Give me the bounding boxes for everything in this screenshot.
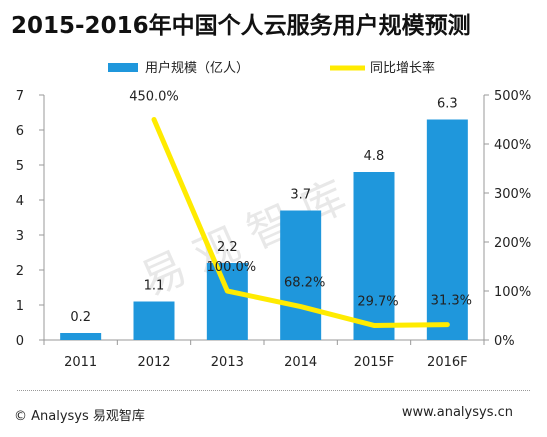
bar-series [60,119,468,340]
bar-value-label: 2.2 [217,240,238,255]
footer-website[interactable]: www.analysys.cn [401,405,513,420]
bar-value-label: 3.7 [290,188,311,203]
bar [426,119,468,340]
legend-swatch-bar [108,63,138,72]
data-labels: 0.2 1.1 2.2 3.7 4.8 6.3 450.0% 100.0% 68.2% 29.7%… [70,90,472,326]
bar [60,333,102,340]
bar-value-label: 0.2 [70,310,91,325]
y-tick-label-right: 200% [494,236,531,251]
line-value-label: 31.3% [431,294,472,309]
y-tick-label-left: 2 [16,264,24,279]
legend-label-line: 同比增长率 [370,60,435,76]
y-tick-label-left: 4 [16,194,24,209]
y-tick-label-right: 100% [494,285,531,300]
y-tick-label-right: 500% [494,89,531,104]
line-value-label: 100.0% [207,260,257,275]
y-tick-label-right: 0% [494,334,515,349]
x-tick-label: 2015F [354,355,395,370]
x-tick-label: 2013 [211,355,244,370]
chart-svg: 用户规模（亿人） 同比增长率 0 1 2 3 4 5 6 7 0% 100% 200% 300% 400%… [16,60,531,370]
line-value-label: 29.7% [357,294,398,309]
line-series [151,117,450,328]
y-tick-label-left: 7 [16,89,24,104]
y-tick-label-right: 300% [494,187,531,202]
bar [206,263,248,340]
y-tick-label-left: 6 [16,124,24,139]
legend: 用户规模（亿人） 同比增长率 [108,60,435,76]
bar-value-label: 4.8 [364,149,385,164]
bar [280,210,322,340]
bar-value-label: 1.1 [144,279,165,294]
x-tick-label: 2011 [64,355,97,370]
x-tick-label: 2014 [284,355,317,370]
axes: 0 1 2 3 4 5 6 7 0% 100% 200% 300% 400% 500% 2011 2012 20… [16,89,531,370]
chart-title: 2015-2016年中国个人云服务用户规模预测 [11,13,471,39]
bar [133,301,175,340]
bar-value-label: 6.3 [437,97,458,112]
line-value-label: 68.2% [284,276,325,291]
bar [353,172,395,340]
y-tick-label-right: 400% [494,138,531,153]
footer-copyright: © Analysys 易观智库 [14,409,145,424]
legend-label-bar: 用户规模（亿人） [145,60,249,76]
growth-line [151,117,450,328]
y-tick-label-left: 1 [16,299,24,314]
line-value-label: 450.0% [129,90,179,105]
y-tick-label-left: 3 [16,229,24,244]
footer-divider [17,390,530,391]
y-tick-label-left: 5 [16,159,24,174]
y-tick-label-left: 0 [16,334,24,349]
x-tick-label: 2016F [427,355,468,370]
x-tick-label: 2012 [137,355,170,370]
